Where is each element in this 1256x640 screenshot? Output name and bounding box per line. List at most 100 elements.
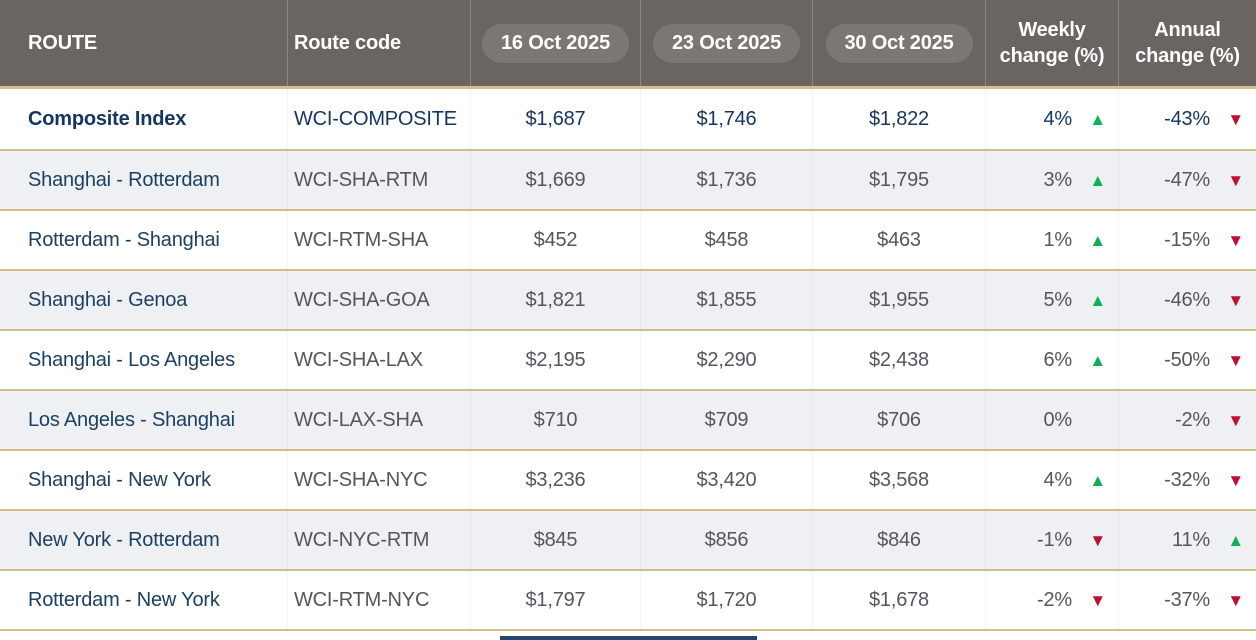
route-code: WCI-LAX-SHA xyxy=(287,391,470,449)
route-code: WCI-RTM-SHA xyxy=(287,211,470,269)
annual-change-value: -43% xyxy=(1164,107,1210,130)
weekly-change-value: 4% xyxy=(1043,107,1072,130)
annual-change-cell: -50% ▼ xyxy=(1118,331,1256,389)
table-body: Composite Index WCI-COMPOSITE $1,687 $1,… xyxy=(0,89,1256,631)
price-30-oct: $1,795 xyxy=(812,151,985,209)
price-23-oct: $1,855 xyxy=(640,271,812,329)
annual-change-value: 11% xyxy=(1172,528,1210,551)
col-header-date-3: 30 Oct 2025 xyxy=(812,0,985,86)
weekly-change-value: 0% xyxy=(1043,408,1072,431)
table-row: Shanghai - Genoa WCI-SHA-GOA $1,821 $1,8… xyxy=(0,269,1256,329)
weekly-line1: Weekly xyxy=(1018,19,1086,41)
route-code: WCI-RTM-NYC xyxy=(287,571,470,629)
table-row: Shanghai - Rotterdam WCI-SHA-RTM $1,669 … xyxy=(0,149,1256,209)
price-30-oct: $463 xyxy=(812,211,985,269)
price-16-oct: $1,669 xyxy=(470,151,640,209)
col-header-date-2: 23 Oct 2025 xyxy=(640,0,812,86)
col-header-date-1: 16 Oct 2025 xyxy=(470,0,640,86)
weekly-change-cell: 4% ▲ xyxy=(985,451,1118,509)
weekly-change-value: -1% xyxy=(1037,528,1072,551)
footer-navy-bar xyxy=(499,636,757,640)
trend-down-icon: ▼ xyxy=(1227,109,1244,129)
price-16-oct: $1,687 xyxy=(470,89,640,149)
annual-change-cell: -32% ▼ xyxy=(1118,451,1256,509)
trend-down-icon: ▼ xyxy=(1227,410,1244,430)
price-23-oct: $458 xyxy=(640,211,812,269)
table-header-row: ROUTE Route code 16 Oct 2025 23 Oct 2025… xyxy=(0,0,1256,89)
route-name: Shanghai - New York xyxy=(28,468,211,491)
weekly-line2: change (%) xyxy=(999,45,1105,67)
annual-change-cell: 11% ▲ xyxy=(1118,511,1256,569)
table-row: Composite Index WCI-COMPOSITE $1,687 $1,… xyxy=(0,89,1256,149)
table-row: Rotterdam - New York WCI-RTM-NYC $1,797 … xyxy=(0,569,1256,629)
weekly-change-value: 3% xyxy=(1043,168,1072,191)
weekly-change-cell: 5% ▲ xyxy=(985,271,1118,329)
route-code: WCI-NYC-RTM xyxy=(287,511,470,569)
col-header-annual-change: Annual change (%) xyxy=(1118,0,1256,86)
weekly-change-value: 6% xyxy=(1043,348,1072,371)
price-30-oct: $1,678 xyxy=(812,571,985,629)
price-23-oct: $3,420 xyxy=(640,451,812,509)
trend-down-icon: ▼ xyxy=(1227,590,1244,610)
price-16-oct: $1,797 xyxy=(470,571,640,629)
annual-change-value: -37% xyxy=(1164,588,1210,611)
weekly-change-cell: 4% ▲ xyxy=(985,89,1118,149)
date-pill: 16 Oct 2025 xyxy=(482,23,629,63)
trend-down-icon: ▼ xyxy=(1227,170,1244,190)
annual-line1: Annual xyxy=(1154,19,1221,41)
price-30-oct: $1,955 xyxy=(812,271,985,329)
annual-change-cell: -47% ▼ xyxy=(1118,151,1256,209)
route-code: WCI-SHA-NYC xyxy=(287,451,470,509)
price-30-oct: $3,568 xyxy=(812,451,985,509)
price-23-oct: $709 xyxy=(640,391,812,449)
price-16-oct: $1,821 xyxy=(470,271,640,329)
annual-change-cell: -43% ▼ xyxy=(1118,89,1256,149)
price-30-oct: $2,438 xyxy=(812,331,985,389)
trend-up-icon: ▲ xyxy=(1227,530,1244,550)
price-23-oct: $1,720 xyxy=(640,571,812,629)
trend-down-icon: ▼ xyxy=(1089,530,1106,550)
annual-change-cell: -37% ▼ xyxy=(1118,571,1256,629)
route-name: Shanghai - Los Angeles xyxy=(28,348,235,371)
table-row: Shanghai - New York WCI-SHA-NYC $3,236 $… xyxy=(0,449,1256,509)
weekly-change-value: -2% xyxy=(1037,588,1072,611)
trend-up-icon: ▲ xyxy=(1089,290,1106,310)
annual-change-value: -32% xyxy=(1164,468,1210,491)
annual-change-cell: -2% ▼ xyxy=(1118,391,1256,449)
trend-up-icon: ▲ xyxy=(1089,109,1106,129)
price-16-oct: $845 xyxy=(470,511,640,569)
route-name: Rotterdam - New York xyxy=(28,588,220,611)
col-header-weekly-change: Weekly change (%) xyxy=(985,0,1118,86)
annual-change-value: -50% xyxy=(1164,348,1210,371)
route-code: WCI-SHA-GOA xyxy=(287,271,470,329)
table-row: New York - Rotterdam WCI-NYC-RTM $845 $8… xyxy=(0,509,1256,569)
date-pill: 23 Oct 2025 xyxy=(653,23,800,63)
route-name: Rotterdam - Shanghai xyxy=(28,228,220,251)
price-16-oct: $2,195 xyxy=(470,331,640,389)
table-row: Shanghai - Los Angeles WCI-SHA-LAX $2,19… xyxy=(0,329,1256,389)
price-16-oct: $3,236 xyxy=(470,451,640,509)
table-row: Los Angeles - Shanghai WCI-LAX-SHA $710 … xyxy=(0,389,1256,449)
route-code: WCI-SHA-LAX xyxy=(287,331,470,389)
price-30-oct: $706 xyxy=(812,391,985,449)
weekly-change-cell: 6% ▲ xyxy=(985,331,1118,389)
date-pill: 30 Oct 2025 xyxy=(825,23,973,63)
route-code: WCI-COMPOSITE xyxy=(287,89,470,149)
route-name: New York - Rotterdam xyxy=(28,528,220,551)
price-23-oct: $856 xyxy=(640,511,812,569)
route-name: Shanghai - Rotterdam xyxy=(28,168,220,191)
price-30-oct: $1,822 xyxy=(812,89,985,149)
price-23-oct: $1,736 xyxy=(640,151,812,209)
weekly-change-cell: 3% ▲ xyxy=(985,151,1118,209)
table-row: Rotterdam - Shanghai WCI-RTM-SHA $452 $4… xyxy=(0,209,1256,269)
trend-down-icon: ▼ xyxy=(1227,350,1244,370)
weekly-change-value: 1% xyxy=(1043,228,1072,251)
price-23-oct: $2,290 xyxy=(640,331,812,389)
weekly-change-value: 5% xyxy=(1043,288,1072,311)
annual-change-value: -15% xyxy=(1164,228,1210,251)
route-name: Composite Index xyxy=(28,107,187,130)
weekly-change-cell: -2% ▼ xyxy=(985,571,1118,629)
trend-down-icon: ▼ xyxy=(1227,230,1244,250)
trend-down-icon: ▼ xyxy=(1227,290,1244,310)
